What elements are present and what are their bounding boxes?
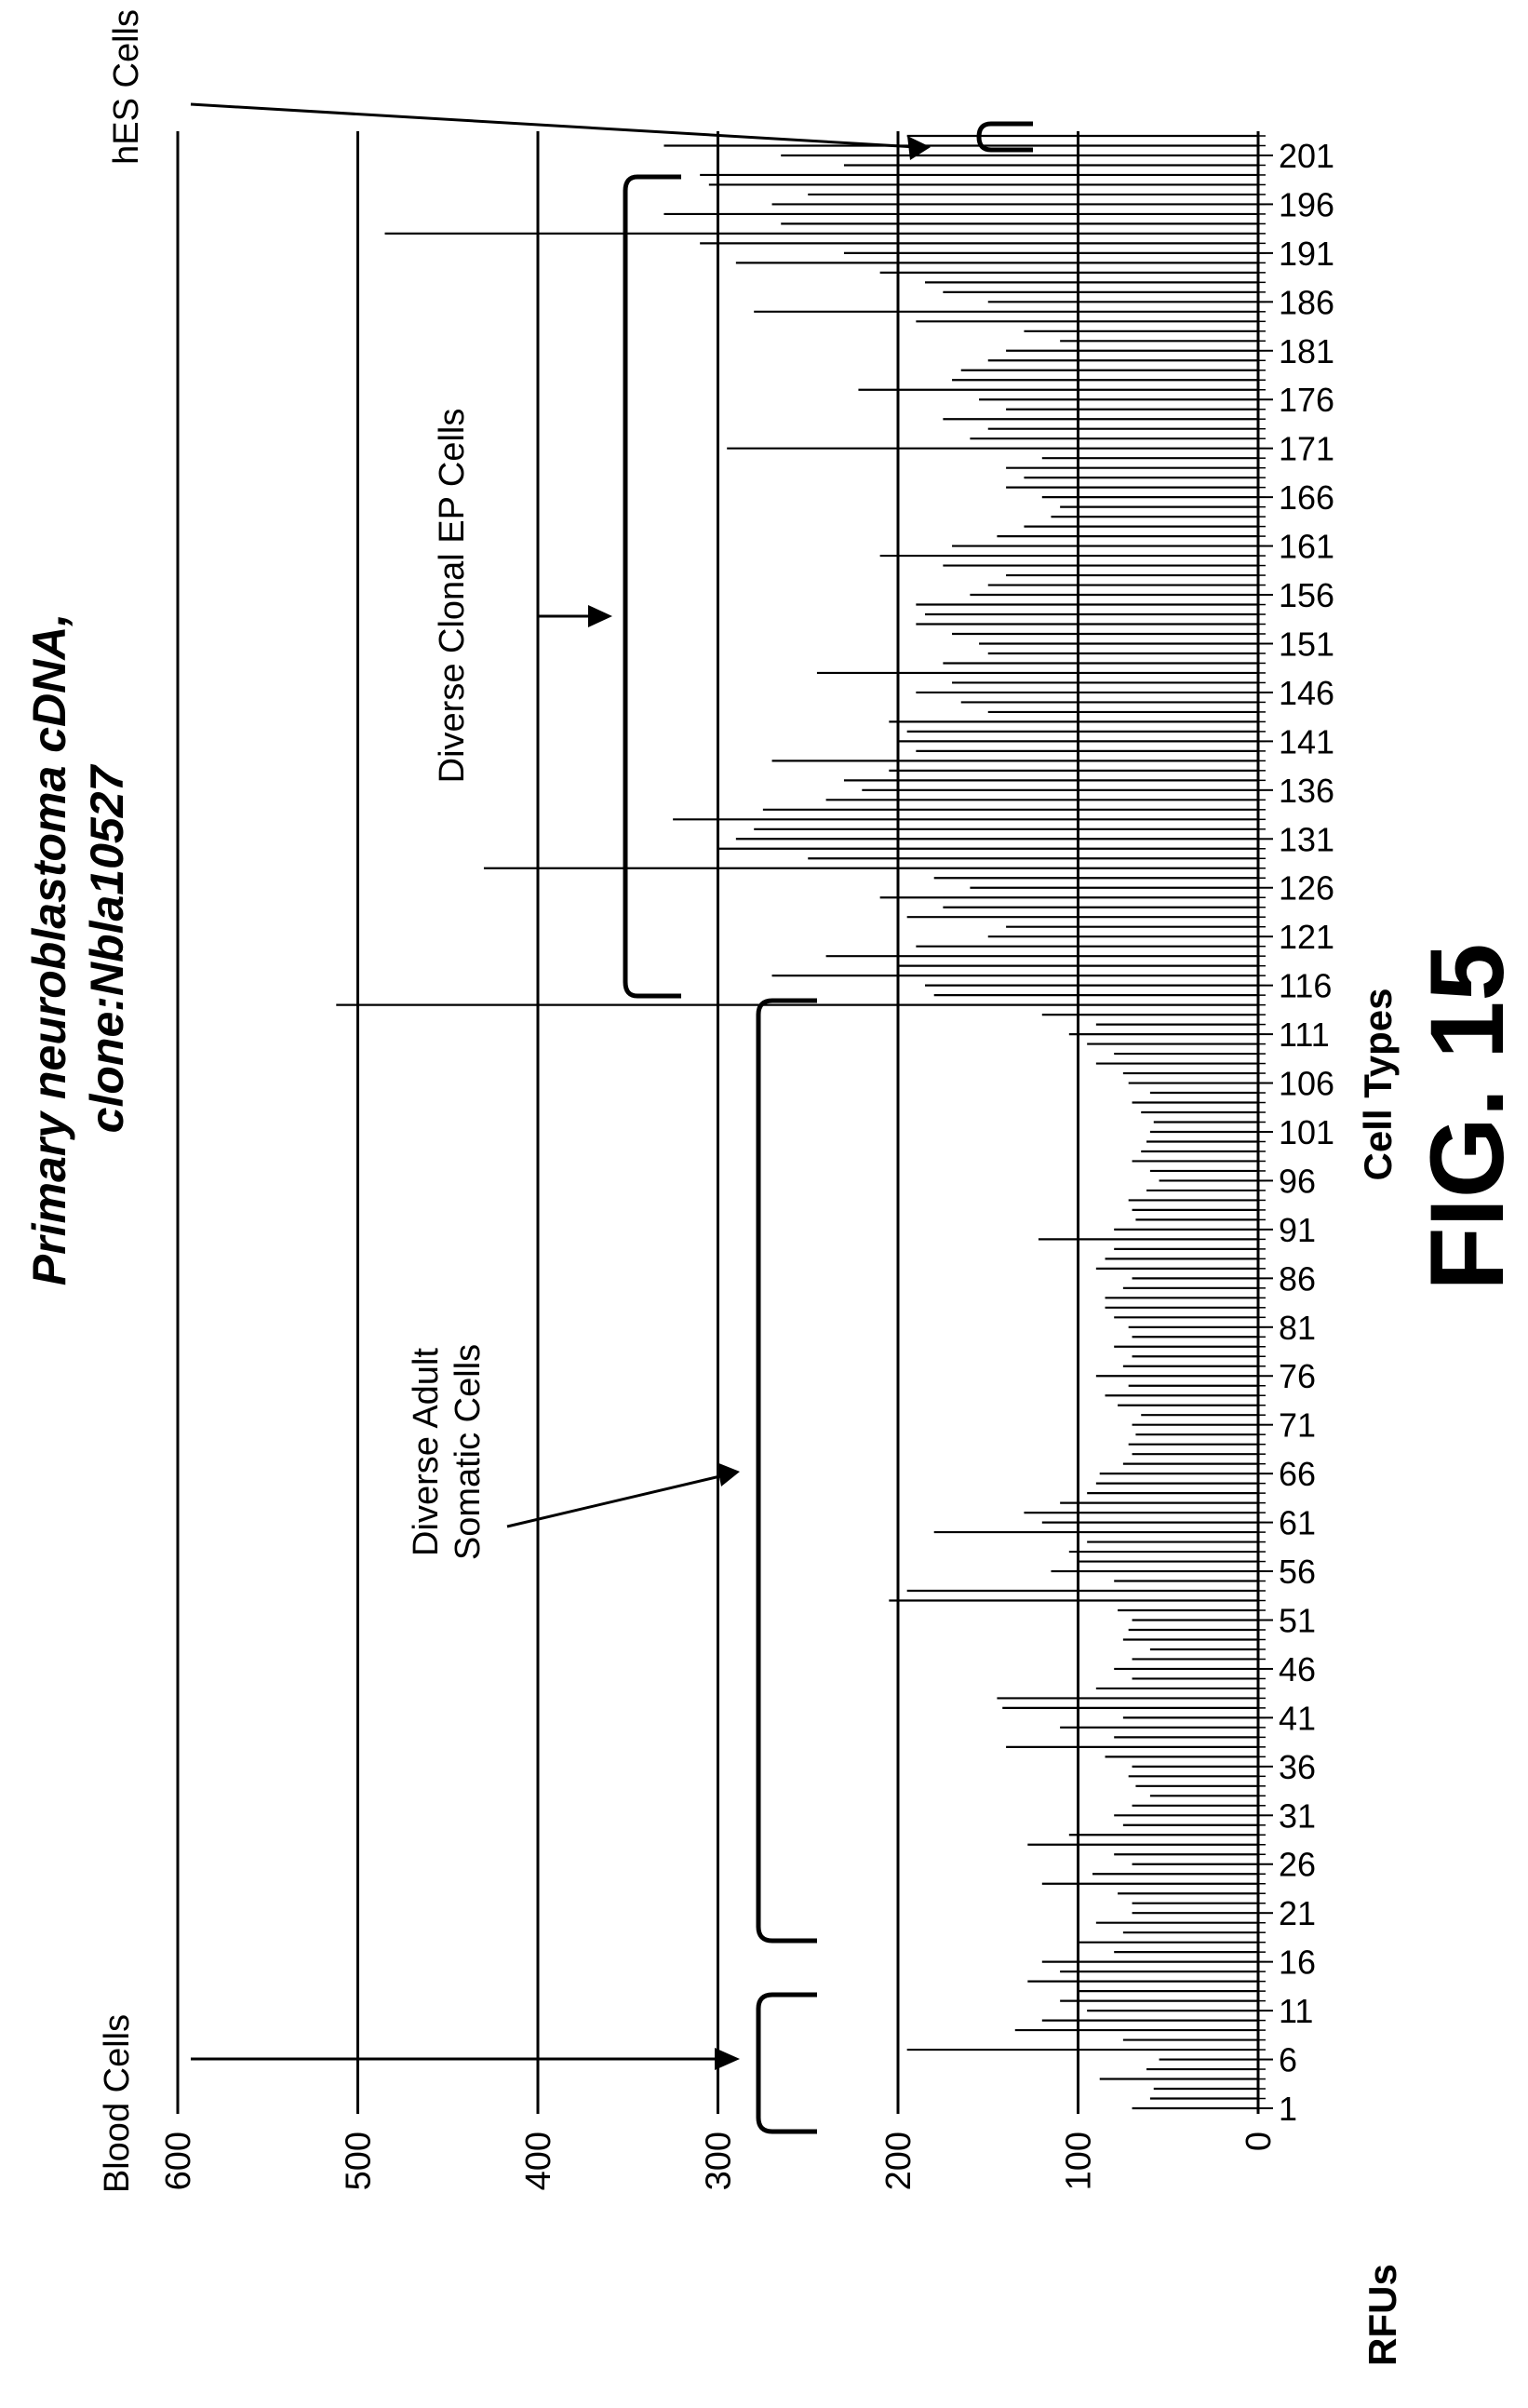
- y-tick-label-166: 166: [1279, 478, 1334, 517]
- y-tick-label-1: 1: [1279, 2090, 1297, 2128]
- y-tick-label-91: 91: [1279, 1211, 1316, 1249]
- annotation-diverse-clonal-ep: Diverse Clonal EP Cells: [433, 409, 472, 784]
- y-tick-label-201: 201: [1279, 137, 1334, 175]
- blood-cells-arrowhead: [715, 2048, 740, 2070]
- y-tick-label-171: 171: [1279, 430, 1334, 468]
- y-tick-label-136: 136: [1279, 772, 1334, 810]
- y-tick-label-151: 151: [1279, 625, 1334, 663]
- blood-cells-bracket: [758, 1995, 817, 2132]
- y-tick-label-146: 146: [1279, 674, 1334, 712]
- y-tick-label-186: 186: [1279, 283, 1334, 321]
- y-tick-label-66: 66: [1279, 1455, 1316, 1493]
- adult-somatic-arrow-line: [507, 1475, 724, 1527]
- chart-title-line-2: clone:Nbla10527: [81, 763, 133, 1133]
- clonal-ep-arrowhead: [588, 605, 612, 627]
- x-tick-label-300: 300: [700, 2132, 739, 2190]
- chart-title-line-1: Primary neuroblastoma cDNA,: [23, 613, 75, 1285]
- y-tick-label-61: 61: [1279, 1504, 1316, 1542]
- y-tick-label-26: 26: [1279, 1846, 1316, 1884]
- y-tick-label-46: 46: [1279, 1650, 1316, 1688]
- annotation-blood-cells: Blood Cells: [98, 2014, 137, 2193]
- clonal-ep-bracket: [625, 177, 681, 996]
- x-tick-label-400: 400: [519, 2132, 558, 2190]
- gridlines: [178, 131, 1079, 2114]
- y-tick-label-126: 126: [1279, 869, 1334, 908]
- x-axis-title: RFUs: [1360, 2264, 1404, 2366]
- annotation-hes-cells: hES Cells: [107, 9, 146, 165]
- y-tick-label-196: 196: [1279, 185, 1334, 223]
- annotation-diverse-adult-line-1: Diverse Adult: [407, 1348, 446, 1556]
- y-tick-label-56: 56: [1279, 1553, 1316, 1591]
- bars: [336, 136, 1258, 2108]
- y-tick-label-176: 176: [1279, 381, 1334, 419]
- figure-label: FIG. 15: [1409, 943, 1525, 1290]
- adult-somatic-bracket: [758, 1001, 817, 1941]
- y-axis-title: Cell Types: [1356, 989, 1400, 1181]
- y-tick-label-16: 16: [1279, 1944, 1316, 1982]
- y-tick-label-131: 131: [1279, 820, 1334, 858]
- y-tick-label-21: 21: [1279, 1894, 1316, 1932]
- x-tick-label-600: 600: [159, 2132, 198, 2190]
- x-tick-label-0: 0: [1240, 2132, 1279, 2151]
- y-tick-label-81: 81: [1279, 1309, 1316, 1347]
- y-tick-label-161: 161: [1279, 528, 1334, 566]
- x-tick-label-500: 500: [340, 2132, 379, 2190]
- y-tick-label-41: 41: [1279, 1699, 1316, 1737]
- annotation-marks: [191, 104, 1033, 2132]
- y-tick-label-181: 181: [1279, 332, 1334, 370]
- y-tick-label-76: 76: [1279, 1357, 1316, 1395]
- y-tick-label-31: 31: [1279, 1796, 1316, 1835]
- hes-arrowhead: [907, 136, 931, 160]
- y-tick-label-191: 191: [1279, 235, 1334, 273]
- y-tick-label-106: 106: [1279, 1065, 1334, 1103]
- y-tick-label-156: 156: [1279, 576, 1334, 614]
- y-tick-label-101: 101: [1279, 1113, 1334, 1151]
- y-tick-label-111: 111: [1279, 1016, 1330, 1054]
- hes-arrow-line: [191, 104, 917, 147]
- y-tick-label-71: 71: [1279, 1406, 1316, 1445]
- x-tick-label-100: 100: [1060, 2132, 1099, 2190]
- y-tick-label-11: 11: [1279, 1992, 1313, 2030]
- y-tick-label-36: 36: [1279, 1748, 1316, 1786]
- adult-somatic-arrowhead: [717, 1462, 740, 1487]
- y-tick-label-96: 96: [1279, 1162, 1316, 1200]
- chart-title: Primary neuroblastoma cDNA, clone:Nbla10…: [23, 613, 133, 1285]
- y-tick-label-141: 141: [1279, 722, 1334, 760]
- y-tick-label-86: 86: [1279, 1259, 1316, 1298]
- y-tick-label-6: 6: [1279, 2041, 1297, 2079]
- annotation-diverse-adult-line-2: Somatic Cells: [449, 1344, 488, 1560]
- y-tick-label-116: 116: [1279, 967, 1332, 1005]
- y-tick-label-51: 51: [1279, 1601, 1316, 1639]
- x-tick-label-200: 200: [879, 2132, 918, 2190]
- y-tick-label-121: 121: [1279, 918, 1334, 956]
